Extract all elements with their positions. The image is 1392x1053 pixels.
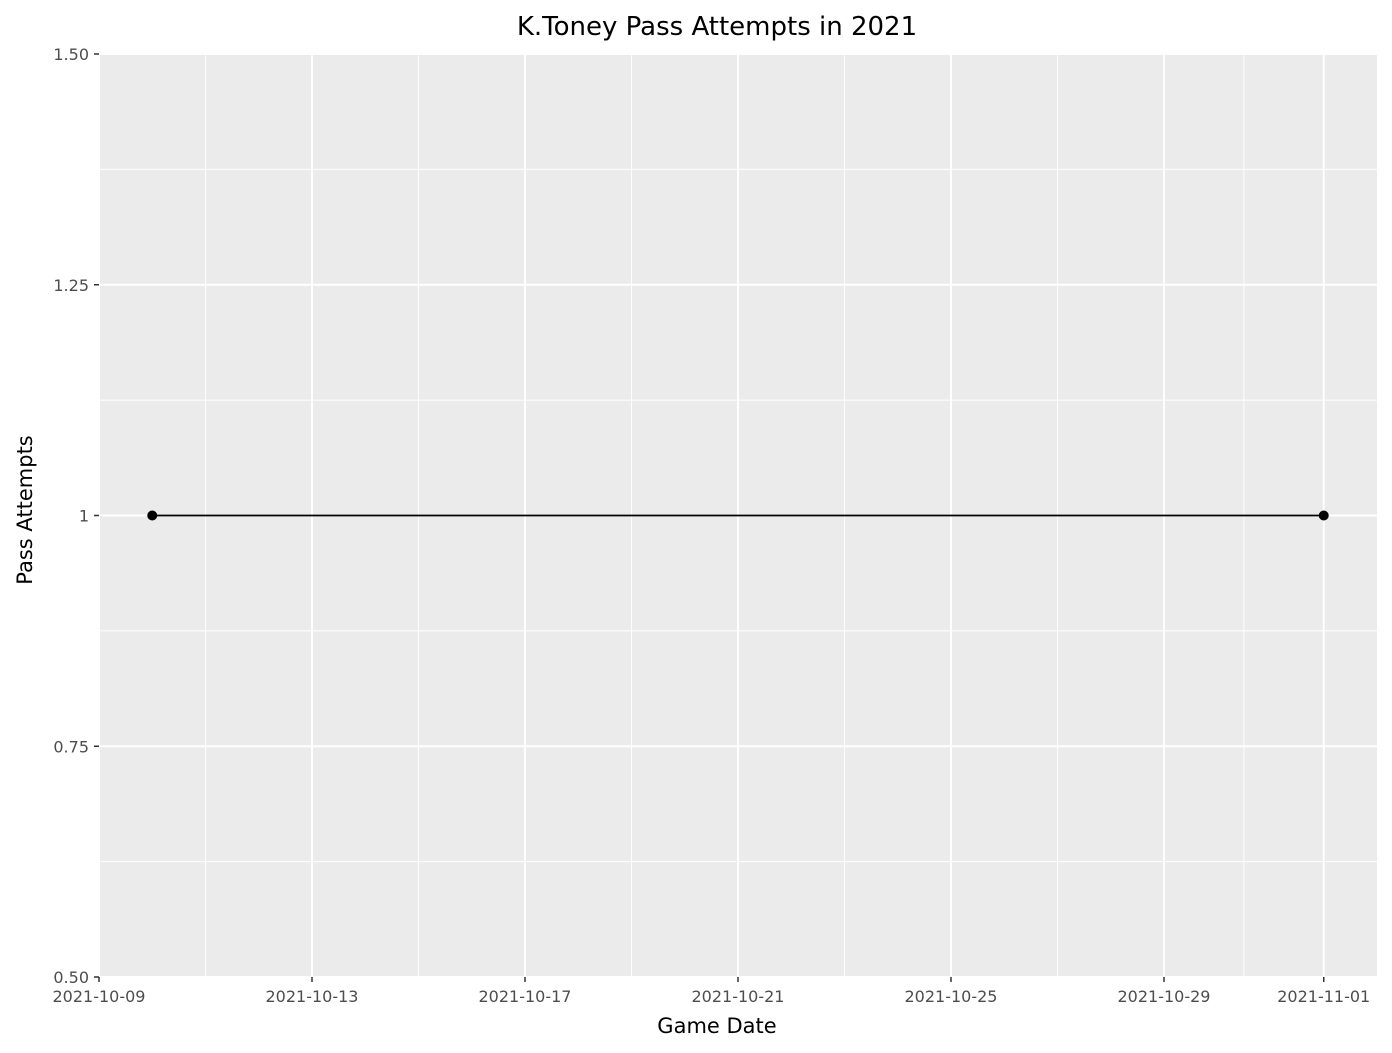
y-tick-label: 1.50 <box>53 45 89 64</box>
x-axis: 2021-10-09 2021-10-13 2021-10-17 2021-10-21… <box>53 977 1370 1006</box>
x-tick-label: 2021-10-13 <box>266 987 359 1006</box>
x-tick-label: 2021-10-29 <box>1118 987 1211 1006</box>
data-point <box>147 510 158 521</box>
data-point <box>1318 510 1329 521</box>
y-axis-title: Pass Attempts <box>13 435 37 585</box>
y-tick-label: 0.75 <box>53 737 89 756</box>
y-axis: 0.50 0.75 1 1.25 1.50 <box>53 45 99 987</box>
x-tick-label: 2021-11-01 <box>1277 987 1370 1006</box>
x-tick-label: 2021-10-09 <box>53 987 146 1006</box>
x-tick-label: 2021-10-21 <box>692 987 785 1006</box>
y-tick-label: 0.50 <box>53 968 89 987</box>
series-layer <box>147 510 1329 521</box>
x-tick-label: 2021-10-17 <box>479 987 572 1006</box>
y-tick-label: 1.25 <box>53 276 89 295</box>
x-axis-title: Game Date <box>657 1014 776 1038</box>
x-tick-label: 2021-10-25 <box>905 987 998 1006</box>
y-tick-label: 1 <box>79 507 89 526</box>
chart-title: K.Toney Pass Attempts in 2021 <box>517 12 917 42</box>
